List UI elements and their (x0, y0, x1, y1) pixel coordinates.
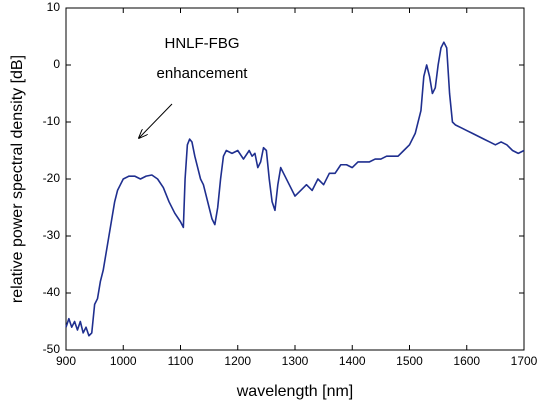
y-axis-label: relative power spectral density [dB] (9, 55, 26, 303)
annotation: enhancement (157, 65, 249, 82)
y-tick-label: -40 (43, 285, 61, 299)
data-line (65, 41, 525, 337)
x-tick-label: 1700 (511, 354, 538, 368)
annotation: HNLF-FBG (165, 35, 240, 52)
y-tick-label: -30 (43, 228, 61, 242)
x-tick-label: 1500 (396, 354, 423, 368)
x-tick-label: 1400 (339, 354, 366, 368)
x-tick-label: 1200 (224, 354, 251, 368)
annotation-arrow (139, 103, 173, 138)
y-tick-label: -20 (43, 171, 61, 185)
x-tick-label: 1100 (168, 354, 194, 368)
y-tick-label: 0 (53, 57, 60, 71)
x-tick-label: 900 (56, 354, 76, 368)
x-tick-label: 1300 (282, 354, 309, 368)
plot-frame (65, 7, 525, 351)
y-tick-label: -10 (43, 114, 61, 128)
x-tick-label: 1000 (110, 354, 137, 368)
x-axis-label: wavelength [nm] (236, 383, 354, 400)
x-tick-label: 1600 (453, 354, 480, 368)
y-tick-label: -50 (43, 342, 61, 356)
y-tick-label: 10 (47, 0, 61, 14)
